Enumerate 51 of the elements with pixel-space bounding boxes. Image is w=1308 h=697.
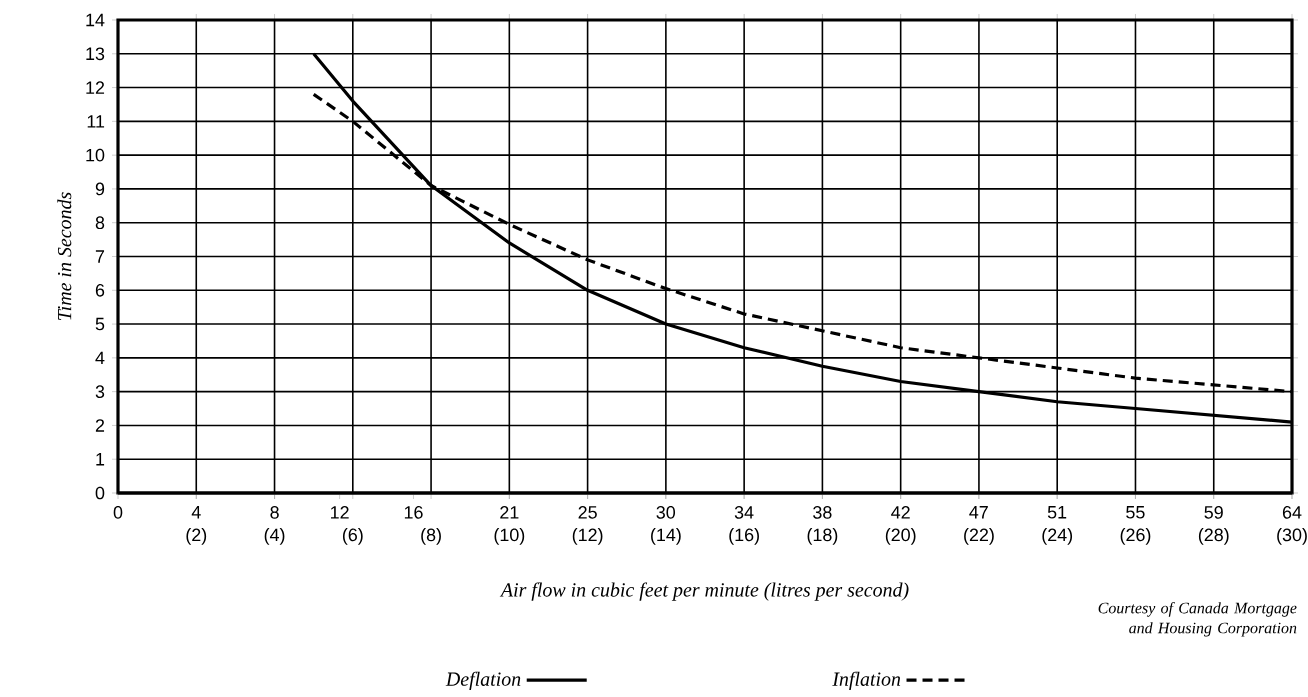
x2-tick-label: 47 — [969, 506, 988, 519]
x-axis-title: Air flow in cubic feet per minute (litres per second) — [499, 582, 909, 601]
x-tick-label: (14) — [651, 528, 681, 545]
x2-tick-label: 21 — [500, 506, 519, 519]
y-tick-label: 13 — [86, 47, 105, 61]
x2-tick-label: 64 — [1282, 506, 1302, 519]
y-tick-label: 4 — [95, 351, 105, 365]
y-tick-label: 3 — [95, 385, 105, 398]
y-axis-title: Time in Seconds — [57, 192, 72, 320]
legend-label: Inflation — [832, 671, 901, 690]
x2-tick-label: 38 — [813, 506, 832, 519]
x-tick-label: (26) — [1120, 528, 1151, 545]
x2-tick-label: 16 — [404, 506, 423, 519]
y-tick-label: 11 — [87, 115, 105, 128]
x-tick-label: (22) — [964, 528, 994, 545]
x2-tick-label: 0 — [113, 506, 123, 519]
legend-label: Deflation — [445, 671, 521, 690]
x-tick-label: (16) — [729, 528, 759, 545]
x2-tick-label: 25 — [578, 506, 597, 519]
y-tick-label: 2 — [95, 419, 105, 432]
x-tick-label: (28) — [1198, 528, 1229, 545]
y-tick-label: 9 — [95, 182, 105, 196]
y-tick-label: 0 — [95, 486, 105, 500]
y-tick-label: 7 — [95, 250, 105, 263]
y-tick-label: 5 — [95, 317, 105, 331]
y-tick-label: 12 — [86, 81, 105, 94]
x-tick-label: (18) — [807, 528, 838, 545]
x2-tick-label: 30 — [656, 506, 676, 519]
x2-tick-label: 42 — [891, 506, 910, 519]
y-tick-label: 10 — [86, 148, 105, 162]
y-tick-label: 6 — [95, 283, 105, 297]
x-tick-label: (4) — [264, 528, 285, 545]
x2-tick-label: 51 — [1047, 506, 1067, 519]
x2-tick-label: 55 — [1126, 506, 1145, 519]
x2-tick-label: 8 — [270, 506, 279, 519]
y-tick-label: 8 — [95, 216, 105, 230]
x-tick-label: (20) — [885, 528, 916, 545]
y-tick-label: 1 — [96, 453, 105, 466]
x-tick-label: (10) — [494, 528, 525, 545]
x-tick-label: (6) — [342, 528, 363, 545]
x-tick-label: (8) — [421, 528, 441, 545]
text: Courtesy of Canada Mortgage and Housing Corporation — [1098, 602, 1297, 637]
x-tick-label: (24) — [1042, 528, 1073, 545]
x2-tick-label: 12 — [331, 506, 349, 519]
y-tick-label: 14 — [86, 13, 105, 27]
x-tick-label: (12) — [572, 528, 603, 545]
x2-tick-label: 34 — [734, 506, 754, 519]
x2-tick-label: 59 — [1204, 506, 1223, 519]
x2-tick-label: 4 — [191, 506, 201, 519]
x-tick-label: (30) — [1277, 528, 1307, 545]
x-tick-label: (2) — [186, 528, 207, 545]
